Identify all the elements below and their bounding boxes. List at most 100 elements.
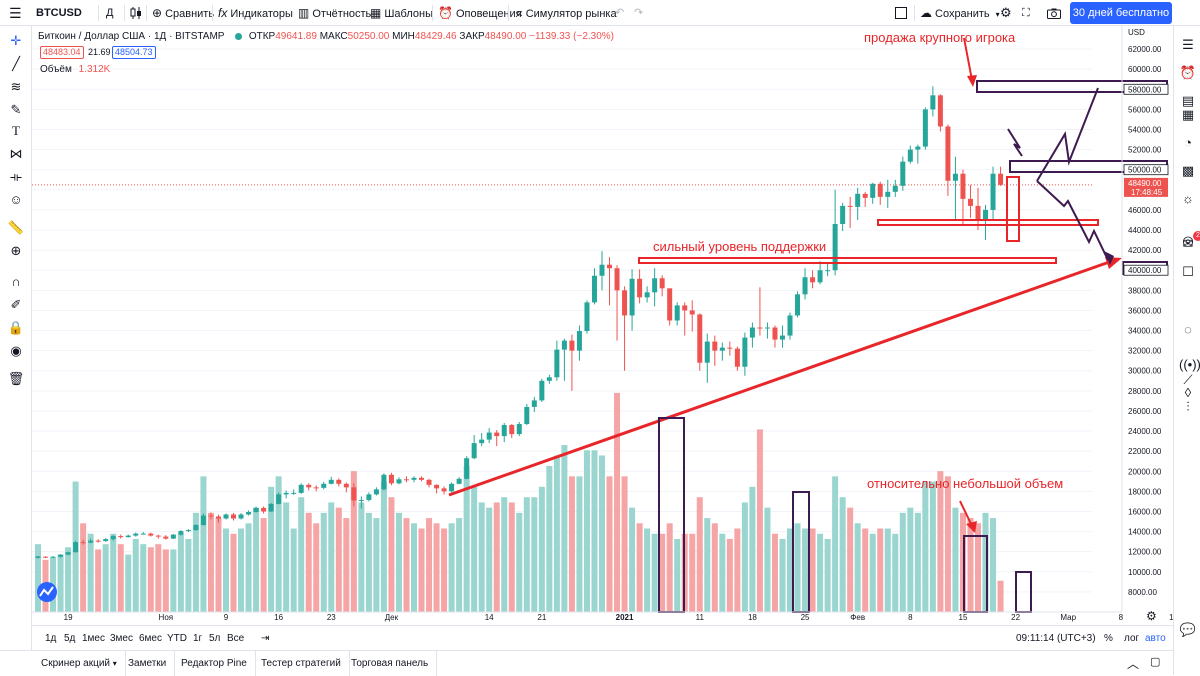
candle — [178, 530, 184, 536]
candle — [915, 144, 921, 164]
crosshair-icon[interactable]: ✛ — [10, 33, 22, 48]
tab-stock-screener[interactable]: Скринер акций ▾ — [33, 651, 126, 676]
hotlist-icon[interactable]: ▦ — [1181, 107, 1195, 122]
candle-body — [35, 556, 41, 558]
bulb-icon[interactable]: ☼ — [1182, 191, 1194, 206]
timeframe-1d[interactable]: 1д — [45, 633, 57, 644]
candle — [810, 270, 816, 289]
timeframe-6m[interactable]: 6мес — [139, 633, 162, 644]
eye-icon[interactable]: ◉ — [10, 343, 22, 358]
date-range-icon[interactable]: ⇥ — [261, 633, 270, 644]
fib-icon[interactable]: ≋ — [10, 79, 22, 94]
messages-icon[interactable]: ☐ — [1182, 264, 1194, 279]
candle — [411, 476, 417, 483]
streams-icon[interactable]: ◎ — [1182, 233, 1194, 248]
fullscreen-icon[interactable]: ⛶ — [1022, 7, 1030, 19]
candle-body — [576, 331, 582, 351]
trial-button[interactable]: 30 дней бесплатно — [1070, 2, 1172, 24]
alerts-button[interactable]: ⏰ Оповещения — [438, 0, 522, 26]
chat-icon[interactable]: ✉ 2 — [1179, 231, 1200, 253]
annotation-support[interactable]: сильный уровень поддержки — [653, 239, 826, 254]
tab-trading-panel[interactable]: Торговая панель — [343, 651, 438, 676]
zoom-in-icon[interactable]: ⊕ — [10, 243, 22, 258]
timeframe-5y[interactable]: 5л — [209, 633, 221, 644]
undo-icon[interactable]: ↶ — [615, 7, 625, 19]
broadcast-icon[interactable]: ((•)) — [1179, 357, 1200, 372]
price-chart[interactable]: продажа крупного игрока сильный уровень … — [32, 26, 1173, 625]
lock-icon[interactable]: 🔒 — [7, 320, 25, 335]
data-window-icon[interactable]: ▤ — [1181, 93, 1195, 108]
ruler-icon[interactable]: 📏 — [7, 220, 25, 235]
time-tick-label: 11 — [696, 613, 705, 622]
watchlist-icon[interactable]: ☰ — [1182, 37, 1194, 52]
tab-pine-editor[interactable]: Редактор Pine — [173, 651, 256, 676]
symbol-search[interactable]: BTCUSD — [36, 7, 82, 19]
bid-price-box[interactable]: 48483.04 — [40, 46, 84, 59]
timeframe-all[interactable]: Все — [227, 633, 245, 644]
trend-icon[interactable]: ⟋ — [1183, 372, 1193, 387]
annotation-volume[interactable]: относительно небольшой объем — [867, 476, 1063, 491]
collapse-panel-icon[interactable]: ︿ — [1127, 657, 1140, 671]
tradingview-logo[interactable] — [37, 582, 57, 602]
replay-button[interactable]: «Симулятор рынка — [516, 0, 617, 26]
save-button[interactable]: ☁ Сохранить ▾ — [920, 0, 1003, 26]
timeframe-3m[interactable]: 3мес — [110, 633, 133, 644]
help-icon[interactable]: ◌ — [1184, 322, 1192, 337]
maximize-panel-icon[interactable]: ▢ — [1150, 656, 1161, 668]
templates-button[interactable]: ▦ Шаблоны — [370, 0, 433, 26]
replay-label: Симулятор рынка — [525, 8, 617, 20]
layout-icon[interactable] — [895, 0, 907, 26]
ideas-icon[interactable]: ▩ — [1181, 163, 1195, 178]
timeframe-1y[interactable]: 1г — [193, 633, 203, 644]
support-zone-box[interactable] — [638, 257, 1057, 264]
alarm-clock-icon[interactable]: ⏰ — [1179, 65, 1197, 80]
prediction-icon[interactable]: ⟛ — [10, 169, 22, 184]
timeframe-5d[interactable]: 5д — [64, 633, 76, 644]
clock[interactable]: 09:11:14 (UTC+3) — [1016, 633, 1096, 644]
open-label: ОТКР — [248, 31, 276, 42]
annotation-big-player[interactable]: продажа крупного игрока — [864, 30, 1016, 45]
timeframe-ytd[interactable]: YTD — [167, 633, 187, 644]
trash-icon[interactable]: 🗑 — [7, 371, 25, 386]
tab-notes[interactable]: Заметки — [120, 651, 176, 676]
notifications-icon[interactable]: ◊ — [1184, 385, 1192, 400]
current-price-tag[interactable] — [1124, 177, 1168, 197]
compare-button[interactable]: ⊕ Сравнить — [152, 0, 214, 26]
interval-button[interactable]: Д — [106, 7, 114, 19]
candles-icon[interactable] — [130, 0, 142, 26]
percent-scale-button[interactable]: % — [1104, 633, 1113, 644]
stay-drawing-icon[interactable]: ✐ — [10, 297, 22, 312]
time-axis[interactable]: 19 Ноя 9 16 23 Дек 14 21 2021 11 18 25 Фев 8 15 22 Мар 8 1… — [32, 611, 1173, 622]
tab-strategy-tester[interactable]: Тестер стратегий — [253, 651, 350, 676]
pattern-icon[interactable]: ⋈ — [9, 146, 23, 161]
trend-line-icon[interactable]: ╱ — [12, 56, 20, 71]
consolidation-box[interactable] — [1006, 176, 1020, 242]
currency-label[interactable]: USD — [1128, 28, 1145, 37]
price-axis[interactable]: USD 62000.00 60000.00 58000.00 56000.00 54000… — [1121, 26, 1169, 612]
chat-bubble-icon[interactable]: 💬 — [1179, 622, 1197, 637]
open-value: 49641.89 — [275, 31, 317, 42]
auto-scale-button[interactable]: авто — [1145, 633, 1166, 644]
camera-icon[interactable] — [1047, 0, 1061, 26]
trend-line[interactable] — [448, 258, 1116, 497]
timeframe-1m[interactable]: 1мес — [82, 633, 105, 644]
volume-label[interactable]: Объём — [40, 64, 72, 75]
brush-icon[interactable]: ✎ — [10, 102, 22, 117]
redo-icon[interactable]: ↷ — [634, 7, 644, 19]
gear-icon[interactable]: ⚙ — [1146, 609, 1157, 623]
financials-button[interactable]: ▥ Отчётность — [298, 0, 371, 26]
menu-icon[interactable]: ☰ — [9, 5, 22, 21]
support-zone-box-2[interactable] — [877, 219, 1099, 226]
text-tool-icon[interactable]: T — [12, 123, 20, 138]
ask-price-box[interactable]: 48504.73 — [112, 46, 156, 59]
candle-body — [787, 315, 793, 336]
symbol-title[interactable]: Биткоин / Доллар США · 1Д · BITSTAMP — [38, 31, 225, 42]
settings-sliders-icon[interactable]: ⫶ — [1186, 399, 1190, 414]
log-scale-button[interactable]: лог — [1124, 633, 1140, 644]
calendar-icon[interactable]: ◔ — [1184, 135, 1192, 150]
magnet-icon[interactable]: ∩ — [11, 274, 21, 289]
volume-bar — [877, 528, 884, 612]
indicators-button[interactable]: fx Индикаторы — [218, 0, 293, 26]
gear-icon[interactable]: ⚙ — [1000, 5, 1012, 20]
emoji-icon[interactable]: ☺ — [9, 192, 23, 207]
